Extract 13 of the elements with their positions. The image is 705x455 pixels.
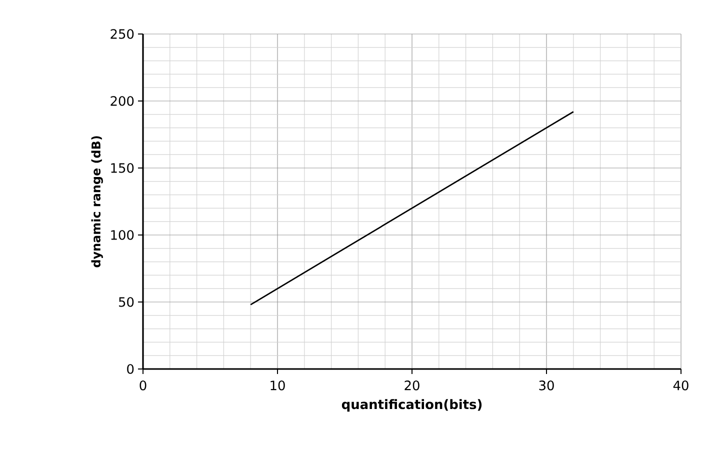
x-tick-label: 20	[404, 380, 420, 390]
y-axis-title: dynamic range (dB)	[91, 136, 103, 268]
x-tick-label: 10	[270, 380, 285, 390]
x-tick-label: 40	[673, 380, 688, 390]
y-tick-label: 150	[111, 163, 134, 173]
y-tick-label: 50	[119, 297, 134, 307]
y-tick-label: 100	[111, 230, 134, 240]
x-axis-title: quantification(bits)	[342, 399, 482, 412]
y-tick-label: 250	[110, 29, 134, 39]
y-tick-label: 0	[127, 364, 134, 374]
y-tick-label: 200	[110, 96, 134, 106]
x-tick-label: 0	[140, 380, 146, 390]
x-tick-label: 30	[539, 380, 554, 390]
